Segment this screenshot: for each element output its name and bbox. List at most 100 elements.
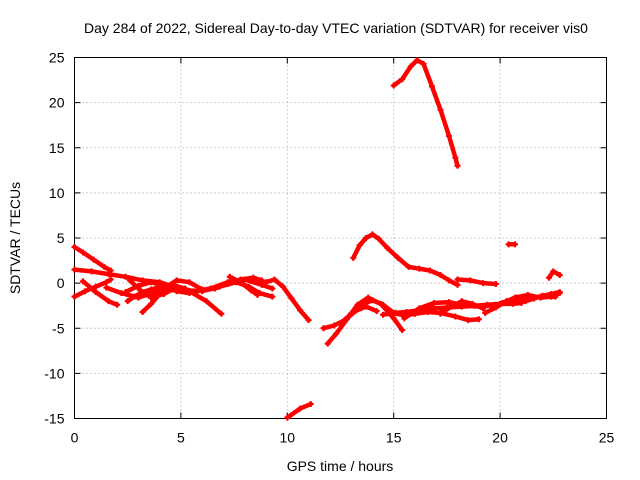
data-point xyxy=(122,289,129,296)
data-point xyxy=(365,294,372,301)
y-tick-label: -5 xyxy=(52,320,65,336)
data-point xyxy=(258,277,265,284)
x-tick-label: 20 xyxy=(492,430,508,446)
data-point xyxy=(218,310,225,317)
data-point xyxy=(105,271,112,278)
series-arc-15 xyxy=(324,294,406,347)
data-point xyxy=(199,288,206,295)
data-point xyxy=(124,298,131,305)
series-arc-20 xyxy=(437,298,487,317)
data-point xyxy=(148,294,155,301)
data-point xyxy=(416,265,423,272)
data-point xyxy=(420,60,427,67)
series-layer xyxy=(71,57,563,421)
series-arc-24 xyxy=(522,289,563,305)
data-point xyxy=(394,254,401,261)
data-point xyxy=(263,279,270,286)
series-line xyxy=(325,295,405,346)
y-tick-label: 20 xyxy=(49,95,65,111)
data-point xyxy=(480,305,487,312)
data-point xyxy=(305,317,312,324)
data-point xyxy=(237,279,244,286)
y-tick-label: -15 xyxy=(44,411,64,427)
data-point xyxy=(475,316,482,323)
data-point xyxy=(148,279,155,286)
data-point xyxy=(458,298,465,305)
y-tick-label: 10 xyxy=(49,185,65,201)
data-point xyxy=(363,235,370,241)
data-point xyxy=(452,154,459,161)
data-point xyxy=(80,278,87,285)
data-point xyxy=(103,279,110,286)
x-tick-label: 0 xyxy=(71,430,79,446)
data-point xyxy=(248,287,255,294)
data-point xyxy=(173,277,180,284)
data-point xyxy=(375,235,382,242)
data-point xyxy=(492,281,499,288)
data-point xyxy=(505,241,512,248)
series-arc-13 xyxy=(284,401,314,421)
data-point xyxy=(390,315,397,322)
data-point xyxy=(437,106,444,113)
data-point xyxy=(431,299,438,306)
data-point xyxy=(492,304,499,311)
data-point xyxy=(250,274,257,281)
data-point xyxy=(71,266,78,273)
data-point xyxy=(337,320,344,327)
data-point xyxy=(539,292,546,299)
data-point xyxy=(156,290,163,297)
data-point xyxy=(373,308,380,315)
data-point xyxy=(88,268,95,275)
series-arc-3 xyxy=(71,276,114,300)
data-point xyxy=(469,300,476,307)
data-point xyxy=(452,313,459,320)
data-point xyxy=(269,293,276,300)
data-point xyxy=(403,309,410,316)
series-line xyxy=(80,279,120,308)
data-point xyxy=(524,291,531,298)
data-point xyxy=(216,283,223,290)
data-point xyxy=(122,273,129,280)
data-point xyxy=(369,297,376,304)
x-tick-label: 10 xyxy=(280,430,296,446)
data-point xyxy=(271,276,278,283)
data-point xyxy=(369,231,376,238)
y-tick-label: 0 xyxy=(57,275,65,291)
data-point xyxy=(92,283,99,290)
data-point xyxy=(148,300,155,307)
x-tick-label: 15 xyxy=(386,430,402,446)
data-point xyxy=(446,133,453,140)
data-point xyxy=(437,310,444,317)
data-point xyxy=(90,256,97,263)
data-point xyxy=(548,290,555,297)
data-point xyxy=(139,289,146,296)
data-point xyxy=(384,244,391,251)
data-point xyxy=(511,241,518,248)
data-point xyxy=(454,281,461,288)
data-point xyxy=(131,293,138,300)
data-point xyxy=(297,307,304,314)
data-point xyxy=(307,401,314,408)
series-arc-25 xyxy=(546,268,563,281)
data-point xyxy=(429,305,436,312)
y-tick-label: -10 xyxy=(44,365,64,381)
data-point xyxy=(284,414,291,421)
data-point xyxy=(467,277,474,284)
y-tick-label: 25 xyxy=(49,50,65,66)
data-point xyxy=(399,76,406,83)
data-point xyxy=(390,82,397,89)
data-point xyxy=(331,322,338,329)
data-point xyxy=(392,309,399,316)
series-arc-12 xyxy=(263,276,312,324)
series-arc-27 xyxy=(390,57,461,169)
data-point xyxy=(380,301,387,308)
data-point xyxy=(148,286,155,293)
data-point xyxy=(480,280,487,287)
data-point xyxy=(107,276,114,283)
grid xyxy=(74,57,607,419)
data-point xyxy=(269,285,276,292)
data-point xyxy=(114,301,121,308)
y-tick-label: 5 xyxy=(57,230,65,246)
data-point xyxy=(482,309,489,316)
y-axis-label: SDTVAR / TECUs xyxy=(7,182,23,294)
